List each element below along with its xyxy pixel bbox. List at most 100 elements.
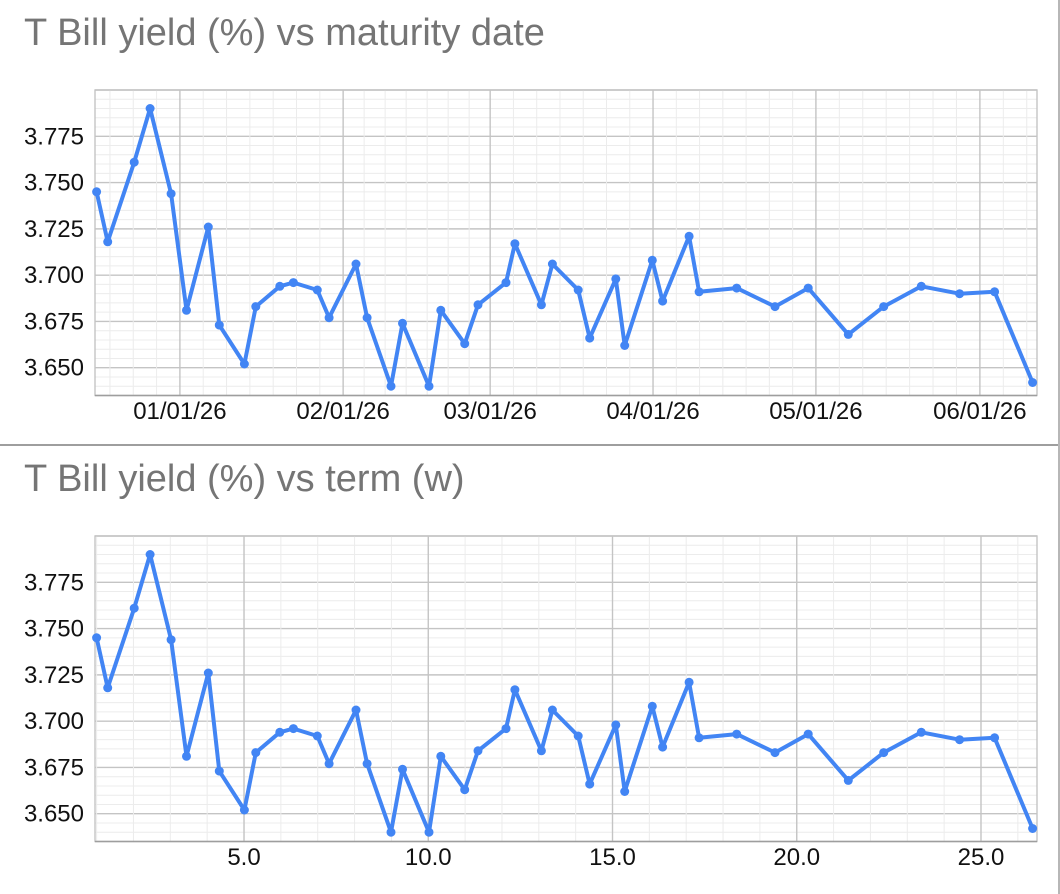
y-tick-label: 3.675 (24, 754, 84, 781)
data-point-marker (684, 677, 694, 687)
data-point-marker (386, 381, 396, 391)
data-point-marker (647, 255, 657, 265)
data-point-marker (251, 748, 261, 758)
data-point-marker (460, 339, 470, 349)
data-point-marker (351, 259, 361, 269)
data-point-marker (916, 727, 926, 737)
data-point-marker (879, 302, 889, 312)
data-point-marker (129, 157, 139, 167)
y-tick-label: 3.650 (24, 355, 84, 382)
data-point-marker (473, 300, 483, 310)
line-chart-term: 3.650 3.675 3.700 3.725 3.750 3.775 5.0 10.0 15.… (24, 535, 1038, 871)
data-point-marker (585, 779, 595, 789)
x-tick-label: 01/01/26 (133, 398, 226, 425)
data-point-marker (843, 329, 853, 339)
data-point-marker (620, 787, 630, 796)
data-point-marker (312, 285, 322, 295)
data-point-marker (129, 603, 139, 613)
data-point-marker (203, 222, 213, 232)
data-point-marker (166, 189, 176, 199)
data-point-marker (611, 720, 621, 730)
y-tick-label: 3.750 (24, 170, 84, 197)
data-point-marker (955, 735, 965, 745)
y-tick-label: 3.775 (24, 569, 84, 596)
x-tick-label: 10.0 (405, 844, 452, 871)
data-point-marker (990, 733, 1000, 743)
y-tick-label: 3.675 (24, 308, 84, 335)
data-point-marker (362, 313, 372, 323)
data-point-marker (1028, 378, 1038, 387)
data-point-marker (362, 759, 372, 769)
data-point-marker (398, 764, 407, 774)
data-point-marker (732, 729, 742, 739)
data-point-marker (510, 685, 520, 695)
data-point-marker (145, 550, 155, 559)
data-point-marker (288, 724, 298, 734)
data-point-marker (732, 283, 742, 293)
data-point-marker (288, 278, 298, 288)
chart-panel-maturity: T Bill yield (%) vs maturity date 3.650 3… (0, 0, 1058, 446)
x-tick-label: 02/01/26 (296, 398, 389, 425)
data-point-marker (658, 296, 668, 306)
data-point-marker (214, 320, 224, 330)
data-point-marker (879, 748, 889, 758)
x-tick-label: 03/01/26 (443, 398, 536, 425)
data-point-marker (536, 300, 546, 310)
data-point-marker (239, 359, 249, 369)
data-point-marker (103, 237, 113, 247)
data-point-marker (694, 733, 704, 743)
data-point-marker (803, 729, 813, 739)
x-tick-label: 04/01/26 (606, 398, 699, 425)
data-point-marker (239, 805, 249, 815)
data-point-marker (473, 746, 483, 756)
data-point-marker (351, 705, 361, 715)
data-point-marker (182, 751, 191, 761)
data-point-marker (843, 775, 853, 785)
x-tick-label: 05/01/26 (769, 398, 862, 425)
x-tick-label: 06/01/26 (933, 398, 1026, 425)
data-point-marker (275, 281, 285, 291)
x-tick-label: 20.0 (773, 844, 820, 871)
data-point-marker (585, 333, 595, 343)
data-point-marker (275, 727, 285, 737)
data-point-marker (424, 827, 434, 837)
y-tick-label: 3.775 (24, 123, 84, 150)
chart-title-maturity: T Bill yield (%) vs maturity date (24, 12, 545, 54)
data-point-marker (251, 302, 261, 312)
data-point-marker (501, 724, 511, 734)
data-point-marker (436, 751, 446, 761)
y-tick-label: 3.700 (24, 708, 84, 735)
x-tick-label: 25.0 (958, 844, 1005, 871)
line-chart-maturity: 3.650 3.675 3.700 3.725 3.750 3.775 01/01/26 02… (24, 89, 1038, 425)
data-point-marker (324, 313, 334, 323)
data-point-marker (611, 274, 621, 284)
data-point-marker (647, 701, 657, 711)
data-point-marker (955, 289, 965, 299)
y-tick-label: 3.725 (24, 216, 84, 243)
data-point-marker (214, 766, 224, 776)
data-point-marker (166, 635, 176, 645)
x-tick-label: 5.0 (227, 844, 260, 871)
data-point-marker (203, 668, 213, 678)
y-tick-label: 3.725 (24, 662, 84, 689)
data-point-marker (1028, 824, 1038, 833)
data-point-marker (386, 827, 396, 837)
chart-panel-term: T Bill yield (%) vs term (w) 3.650 3.675 3… (0, 446, 1058, 892)
data-point-marker (620, 341, 630, 350)
data-point-marker (770, 748, 780, 758)
data-point-marker (92, 187, 102, 197)
data-point-marker (573, 731, 583, 741)
data-point-marker (460, 785, 470, 795)
data-point-marker (803, 283, 813, 293)
y-tick-label: 3.700 (24, 262, 84, 289)
data-point-marker (916, 281, 926, 291)
data-point-marker (510, 239, 520, 249)
data-point-marker (501, 278, 511, 288)
data-point-marker (436, 305, 446, 315)
data-point-marker (312, 731, 322, 741)
data-point-marker (145, 104, 155, 113)
y-tick-label: 3.750 (24, 616, 84, 643)
data-point-marker (103, 683, 113, 693)
